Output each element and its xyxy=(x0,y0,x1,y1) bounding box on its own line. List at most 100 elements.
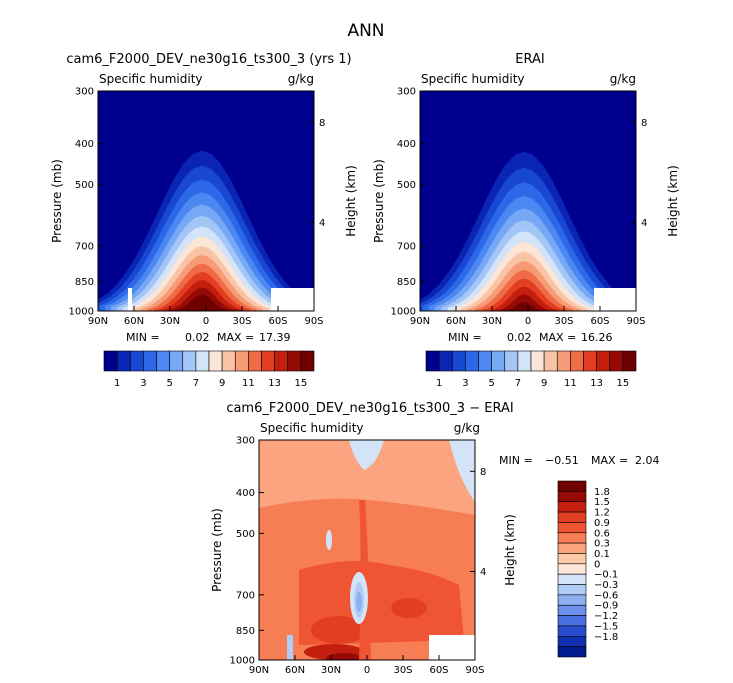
colorbar-swatch xyxy=(517,350,532,372)
colorbar-label: 9 xyxy=(541,378,547,389)
colorbar-swatch xyxy=(530,350,545,372)
panel-model-min-label: MIN = xyxy=(126,331,160,344)
x-tick-label: 90N xyxy=(88,316,108,327)
panel-model-ylabel: Pressure (mb) xyxy=(50,159,64,243)
y-right-tick-label: 4 xyxy=(480,567,486,578)
panel-model-contours xyxy=(98,91,314,311)
topography-mask xyxy=(271,288,314,311)
y-tick-label: 300 xyxy=(397,87,416,98)
panel-diff-axes: 90N 60N 30N 0 30S 60S 90S 300 400 500 700 850 1000 8 4 xyxy=(230,436,487,677)
colorbar-label: 1 xyxy=(114,378,120,389)
colorbar-label: −1.5 xyxy=(594,621,618,632)
y-right-tick-label: 8 xyxy=(319,118,325,129)
page-title: ANN xyxy=(347,21,384,41)
colorbar-swatch xyxy=(300,350,315,372)
panel-obs-subtitle: Specific humidity xyxy=(421,72,525,86)
colorbar-label: 1.5 xyxy=(594,497,610,508)
colorbar-swatch xyxy=(557,491,587,503)
colorbar-label: 9 xyxy=(219,378,225,389)
colorbar-swatch xyxy=(556,350,571,372)
colorbar-swatch xyxy=(465,350,479,372)
panel-diff-title: cam6_F2000_DEV_ne30g16_ts300_3 − ERAI xyxy=(226,401,513,416)
contour-band xyxy=(505,302,543,311)
colorbar-label: 0.1 xyxy=(594,549,610,560)
colorbar-label: 1.8 xyxy=(594,487,610,498)
colorbar-label: −0.3 xyxy=(594,580,618,591)
panel-obs-min-label: MIN = xyxy=(448,331,482,344)
colorbar-swatch xyxy=(557,511,587,523)
panel-diff-max-label: MAX = xyxy=(591,454,628,467)
colorbar-swatch xyxy=(261,350,275,372)
x-tick-label: 30S xyxy=(554,316,573,327)
x-tick-label: 60S xyxy=(268,316,287,327)
colorbar-swatch xyxy=(557,480,587,492)
contour-band xyxy=(356,592,362,612)
colorbar-swatch xyxy=(116,350,131,372)
panel-diff-colorbar: 1.81.51.20.90.60.30.10−0.1−0.3−0.6−0.9−1… xyxy=(557,480,618,658)
colorbar-swatch xyxy=(143,350,157,372)
panel-obs-units: g/kg xyxy=(610,72,636,86)
colorbar-label: −0.1 xyxy=(594,570,618,581)
x-tick-label: 90N xyxy=(410,316,430,327)
panel-obs-ylabel-right: Height (km) xyxy=(666,165,680,236)
colorbar-label: 13 xyxy=(590,378,603,389)
panel-diff-ylabel-right: Height (km) xyxy=(503,514,517,585)
y-right-tick-label: 4 xyxy=(641,218,647,229)
panel-diff-ylabel: Pressure (mb) xyxy=(210,508,224,592)
x-tick-label: 90S xyxy=(304,316,323,327)
panel-model-title: cam6_F2000_DEV_ne30g16_ts300_3 (yrs 1) xyxy=(66,52,351,67)
colorbar-label: 7 xyxy=(515,378,521,389)
y-tick-label: 300 xyxy=(75,87,94,98)
colorbar-swatch xyxy=(491,350,506,372)
colorbar-label: 3 xyxy=(462,378,468,389)
x-tick-label: 90S xyxy=(626,316,645,327)
panel-diff: cam6_F2000_DEV_ne30g16_ts300_3 − ERAI Sp… xyxy=(210,401,660,676)
y-tick-label: 1000 xyxy=(391,307,416,318)
colorbar-label: 1 xyxy=(436,378,442,389)
x-tick-label: 30N xyxy=(482,316,502,327)
panel-obs-max-label: MAX = xyxy=(539,331,576,344)
panel-diff-contours xyxy=(259,440,475,660)
colorbar-label: 15 xyxy=(617,378,630,389)
colorbar-swatch xyxy=(609,350,624,372)
colorbar-swatch xyxy=(208,350,223,372)
colorbar-swatch xyxy=(557,522,587,534)
y-tick-label: 700 xyxy=(397,241,416,252)
colorbar-swatch xyxy=(169,350,184,372)
colorbar-label: −0.6 xyxy=(594,590,618,601)
colorbar-label: 5 xyxy=(166,378,172,389)
colorbar-label: 3 xyxy=(140,378,146,389)
panel-diff-min-value: −0.51 xyxy=(545,454,579,467)
panel-model: cam6_F2000_DEV_ne30g16_ts300_3 (yrs 1) S… xyxy=(50,52,358,389)
colorbar-swatch xyxy=(438,350,453,372)
x-tick-label: 60N xyxy=(446,316,466,327)
colorbar-label: 15 xyxy=(295,378,308,389)
colorbar-swatch xyxy=(248,350,262,372)
colorbar-swatch xyxy=(557,542,587,554)
colorbar-swatch xyxy=(596,350,611,372)
y-tick-label: 850 xyxy=(75,277,94,288)
contour-band xyxy=(182,301,222,311)
colorbar-swatch xyxy=(557,625,587,637)
colorbar-swatch xyxy=(557,501,587,513)
x-tick-label: 90N xyxy=(249,665,269,676)
contour-band xyxy=(311,616,367,644)
colorbar-swatch xyxy=(583,350,597,372)
contour-band xyxy=(391,598,427,618)
x-tick-label: 30S xyxy=(232,316,251,327)
panel-model-units: g/kg xyxy=(288,72,314,86)
colorbar-swatch xyxy=(557,594,587,606)
colorbar-swatch xyxy=(557,615,587,627)
panel-obs-contours xyxy=(420,91,636,311)
contour-band xyxy=(326,653,362,660)
colorbar-swatch xyxy=(129,350,144,372)
y-tick-label: 500 xyxy=(397,180,416,191)
x-tick-label: 30N xyxy=(321,665,341,676)
y-right-tick-label: 8 xyxy=(641,118,647,129)
x-tick-label: 30S xyxy=(393,665,412,676)
topography-mask xyxy=(128,288,132,311)
colorbar-swatch xyxy=(570,350,584,372)
colorbar-swatch xyxy=(274,350,289,372)
x-tick-label: 30N xyxy=(160,316,180,327)
